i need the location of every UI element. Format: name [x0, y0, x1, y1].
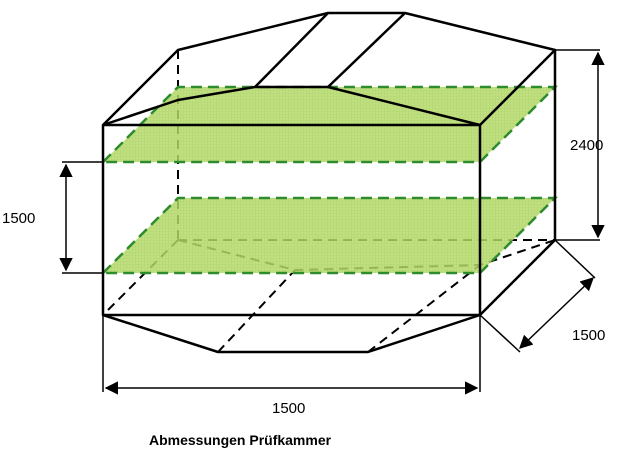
- visible-edges: [101, 11, 557, 354]
- lower-floor-plane: [99, 196, 559, 275]
- height-total-label: 2400: [570, 137, 603, 154]
- height-level-label: 1500: [2, 210, 35, 227]
- diagram-caption: Abmessungen Prüfkammer: [149, 432, 332, 448]
- depth-arrow: [519, 277, 594, 349]
- width-label: 1500: [272, 400, 305, 417]
- depth-label: 1500: [572, 327, 605, 344]
- dimension-lines: [59, 49, 605, 395]
